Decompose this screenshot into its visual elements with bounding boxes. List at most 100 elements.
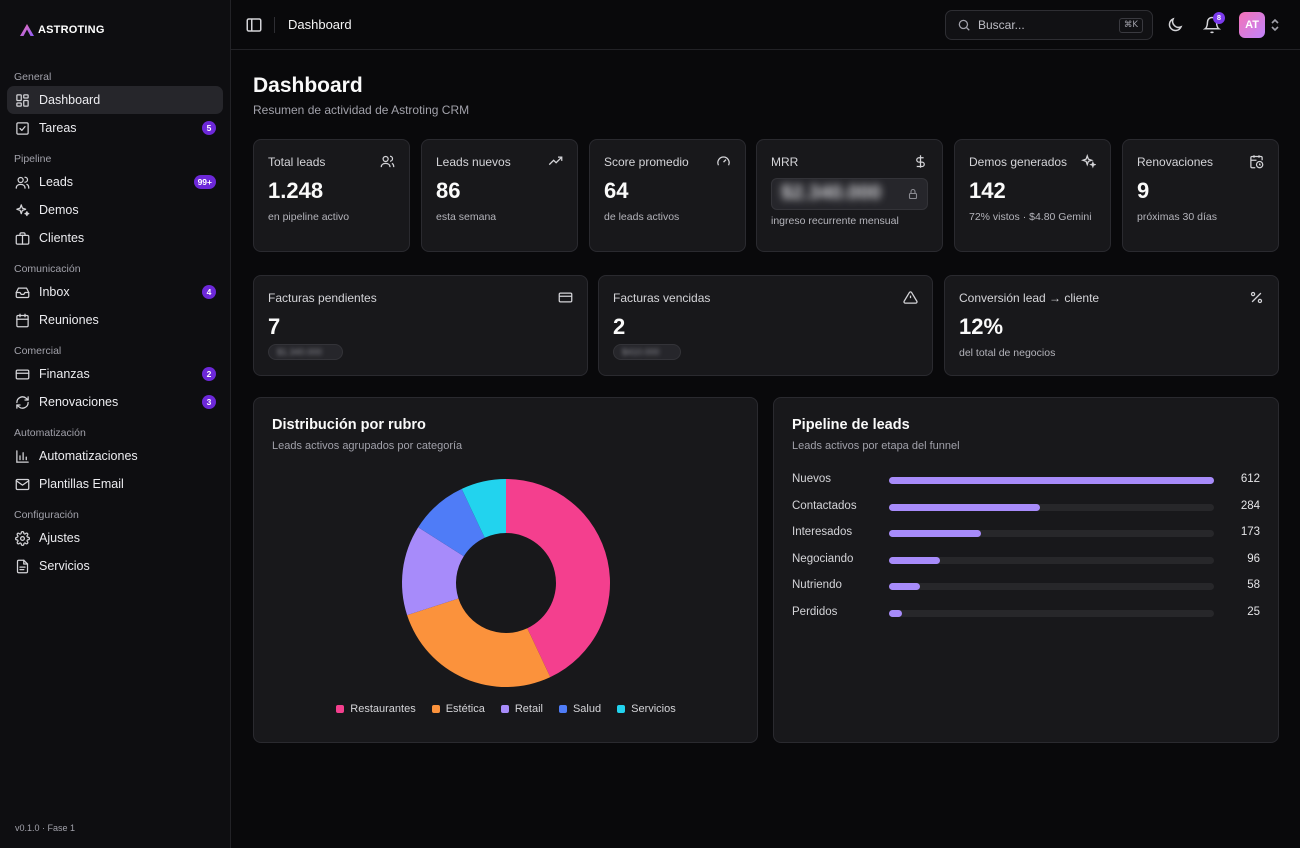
legend-item: Servicios [617,703,676,715]
bell-icon[interactable] [1203,16,1221,34]
stat-card-total-leads: Total leads 1.248 en pipeline activo [253,139,410,252]
sidebar-item-reuniones[interactable]: Reuniones [7,306,223,334]
stat-desc: de leads activos [604,211,680,223]
sidebar-item-label: Demos [39,203,79,217]
brand-name: ASTROTING [38,24,105,36]
chevrons-up-down-icon[interactable] [1269,17,1281,33]
topbar-divider [274,17,275,33]
funnel-stage-label: Nutriendo [792,579,842,592]
count-badge: 3 [202,395,216,409]
toggle-sidebar-icon[interactable] [245,16,263,34]
stat-card-mrr: MRR $2.340.000 ingreso recurrente mensua… [756,139,943,252]
funnel-track [889,556,1214,564]
mrr-hidden-value[interactable]: $2.340.000 [771,178,928,210]
credit-card-icon [14,366,30,382]
sidebar-item-label: Leads [39,175,74,189]
hidden-amount[interactable]: $410.000 [613,344,681,360]
stat-value: 7 [268,314,281,339]
stat-label: Leads nuevos [436,155,511,169]
user-avatar[interactable]: AT [1239,12,1265,38]
astroting-logo-icon [20,24,34,36]
sidebar-item-tareas[interactable]: Tareas 5 [7,114,223,142]
funnel-stage-label: Contactados [792,499,857,512]
funnel-stage-value: 58 [1247,579,1260,592]
funnel-row: Interesados 173 [792,524,1260,542]
sidebar-item-finanzas[interactable]: Finanzas 2 [7,360,223,388]
sidebar-item-dashboard[interactable]: Dashboard [7,86,223,114]
stat-label: Renovaciones [1137,155,1214,169]
stat-card-facturas-vencidas: Facturas vencidas 2 $410.000 [598,275,933,376]
stat-desc: ingreso recurrente mensual [771,215,899,227]
percent-icon [1250,291,1263,304]
donut-legend: Restaurantes Estética Retail Salud Servicios [254,703,758,715]
sidebar-item-leads[interactable]: Leads 99+ [7,168,223,196]
stat-label: MRR [771,155,799,169]
stat-value: 9 [1137,178,1150,203]
sidebar-item-inbox[interactable]: Inbox 4 [7,278,223,306]
app-version: v0.1.0 · Fase 1 [15,823,76,833]
count-badge: 2 [202,367,216,381]
search-box[interactable]: ⌘K [945,10,1153,40]
search-input[interactable] [978,18,1098,32]
refresh-icon [14,394,30,410]
mail-icon [14,476,30,492]
trending-up-icon [548,156,563,166]
legend-swatch [617,705,626,713]
bar-chart-icon [14,448,30,464]
stat-card-demos-generados: Demos generados 142 72% vistos · $4.80 G… [954,139,1111,252]
sidebar-item-servicios[interactable]: Servicios [7,552,223,580]
stat-card-leads-nuevos: Leads nuevos 86 esta semana [421,139,578,252]
donut-slice-estetica[interactable] [407,598,551,687]
stat-value: 2 [613,314,626,339]
nav-group-label: Pipeline [14,153,52,165]
funnel-row: Nutriendo 58 [792,577,1260,595]
sidebar-item-renovaciones[interactable]: Renovaciones 3 [7,388,223,416]
page-title: Dashboard [253,74,363,97]
calendar-icon [14,312,30,328]
funnel-stage-label: Negociando [792,552,854,565]
donut-slice-restaurantes[interactable] [506,479,611,678]
funnel-subtitle: Leads activos por etapa del funnel [792,440,960,452]
stat-desc: próximas 30 días [1137,211,1217,223]
legend-label: Estética [445,703,485,715]
donut-slice-retail[interactable] [402,527,464,616]
sidebar-item-ajustes[interactable]: Ajustes [7,524,223,552]
sidebar-item-plantillas-email[interactable]: Plantillas Email [7,470,223,498]
funnel-stage-label: Nuevos [792,473,831,485]
check-square-icon [14,120,30,136]
sidebar-item-label: Renovaciones [39,395,119,409]
hidden-amount[interactable]: $1.340.000 [268,344,343,360]
topbar-title: Dashboard [288,17,352,32]
credit-card-icon [558,292,573,303]
sidebar-item-demos[interactable]: Demos [7,196,223,224]
donut-slice-servicios[interactable] [461,479,506,538]
nav-group-label: General [14,71,52,83]
stat-card-conversion: Conversión lead → cliente 12% del total … [944,275,1279,376]
legend-label: Retail [514,703,543,715]
funnel-bar [889,583,920,591]
sidebar-item-label: Tareas [39,121,77,135]
stat-desc: $1.340.000 [277,347,323,357]
sidebar-item-clientes[interactable]: Clientes [7,224,223,252]
funnel-title: Pipeline de leads [792,417,910,433]
funnel-bar [889,503,1040,511]
funnel-stage-label: Interesados [792,526,853,539]
sidebar-item-label: Automatizaciones [39,449,138,463]
search-icon [958,19,970,31]
nav-group-label: Configuración [14,509,79,521]
funnel-track [889,503,1214,511]
briefcase-icon [14,230,30,246]
legend-swatch [500,705,509,713]
donut-slice-salud[interactable] [418,488,485,557]
nav-group-label: Comercial [14,345,62,357]
moon-icon[interactable] [1166,16,1184,34]
sidebar-item-label: Dashboard [39,93,101,107]
main-area: Dashboard ⌘K 8 AT Dashboard Resumen de a… [231,0,1300,848]
brand-logo[interactable]: ASTROTING [20,24,105,36]
file-icon [14,558,30,574]
sidebar-item-automatizaciones[interactable]: Automatizaciones [7,442,223,470]
legend-swatch [558,705,567,713]
stat-value: 86 [436,178,461,203]
legend-label: Servicios [631,703,676,715]
